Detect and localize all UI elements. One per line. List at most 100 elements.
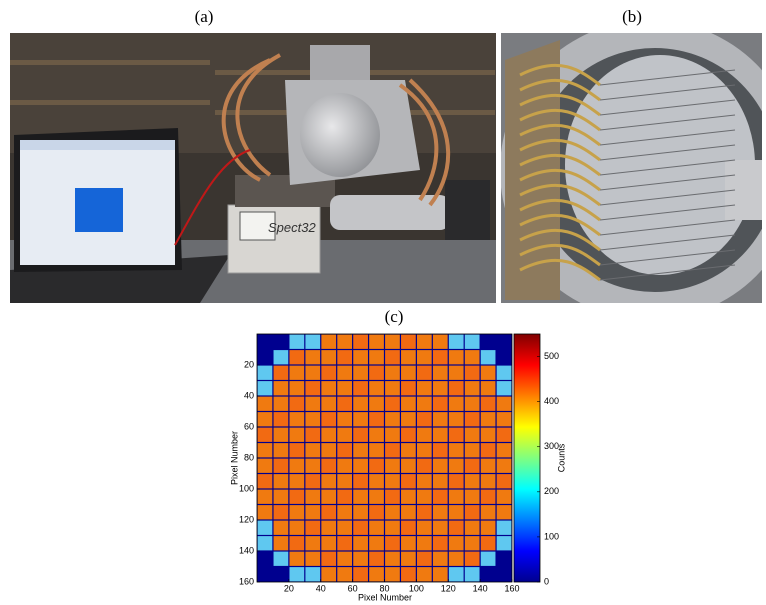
module: [258, 490, 273, 504]
module: [433, 567, 448, 581]
module: [258, 459, 273, 473]
module: [289, 366, 304, 380]
module: [274, 443, 289, 457]
module: [305, 505, 320, 519]
module: [369, 381, 384, 395]
module: [369, 443, 384, 457]
x-tick-label: 140: [473, 583, 488, 593]
module: [433, 381, 448, 395]
module: [481, 381, 496, 395]
module: [433, 335, 448, 349]
module: [385, 350, 400, 364]
module: [385, 412, 400, 426]
module: [401, 552, 416, 566]
module: [417, 428, 432, 442]
module: [465, 552, 480, 566]
x-axis-label: Pixel Number: [358, 592, 412, 602]
module: [337, 366, 352, 380]
module: [258, 521, 273, 535]
module: [497, 474, 512, 488]
module: [305, 567, 320, 581]
module: [401, 536, 416, 550]
colorbar-tick-label: 400: [544, 396, 559, 406]
module: [353, 490, 368, 504]
module: [401, 381, 416, 395]
module: [353, 567, 368, 581]
module: [337, 474, 352, 488]
module: [274, 474, 289, 488]
figure: (a) (b) (c) Spect32 P: [0, 0, 766, 605]
module: [385, 521, 400, 535]
module: [465, 412, 480, 426]
module: [353, 335, 368, 349]
module: [417, 459, 432, 473]
x-tick-label: 40: [316, 583, 326, 593]
module: [465, 381, 480, 395]
module: [465, 335, 480, 349]
module: [289, 443, 304, 457]
module: [385, 536, 400, 550]
device-label: Spect32: [268, 220, 316, 235]
colorbar-tick-label: 200: [544, 486, 559, 496]
module: [481, 474, 496, 488]
module: [417, 536, 432, 550]
module: [401, 474, 416, 488]
module: [433, 428, 448, 442]
module: [465, 474, 480, 488]
colorbar-tick-label: 500: [544, 351, 559, 361]
module: [305, 381, 320, 395]
module: [497, 536, 512, 550]
module: [385, 474, 400, 488]
module: [274, 350, 289, 364]
module: [321, 350, 336, 364]
module: [465, 536, 480, 550]
module: [465, 567, 480, 581]
module: [258, 505, 273, 519]
module: [465, 459, 480, 473]
module: [353, 521, 368, 535]
module: [274, 397, 289, 411]
module: [401, 459, 416, 473]
module: [274, 552, 289, 566]
module: [497, 412, 512, 426]
module: [481, 397, 496, 411]
module: [449, 536, 464, 550]
module: [385, 335, 400, 349]
module: [465, 443, 480, 457]
module: [481, 350, 496, 364]
module: [449, 459, 464, 473]
module: [337, 521, 352, 535]
module: [401, 443, 416, 457]
module: [289, 397, 304, 411]
panel-label: (c): [385, 307, 404, 326]
module: [417, 397, 432, 411]
module: [289, 552, 304, 566]
y-tick-label: 80: [244, 452, 254, 462]
module: [305, 366, 320, 380]
module: [449, 381, 464, 395]
module: [321, 459, 336, 473]
module: [401, 567, 416, 581]
module: [449, 474, 464, 488]
photo-a: Spect32: [10, 33, 496, 303]
module: [385, 567, 400, 581]
module: [369, 366, 384, 380]
module: [369, 350, 384, 364]
module: [289, 521, 304, 535]
module: [481, 490, 496, 504]
module: [433, 443, 448, 457]
module: [274, 521, 289, 535]
module: [258, 474, 273, 488]
module: [289, 474, 304, 488]
module: [353, 459, 368, 473]
module: [433, 459, 448, 473]
module: [274, 381, 289, 395]
module: [385, 552, 400, 566]
module: [274, 366, 289, 380]
colorbar-tick-label: 100: [544, 531, 559, 541]
module: [449, 350, 464, 364]
module: [353, 505, 368, 519]
module: [274, 490, 289, 504]
module: [497, 443, 512, 457]
module: [369, 552, 384, 566]
